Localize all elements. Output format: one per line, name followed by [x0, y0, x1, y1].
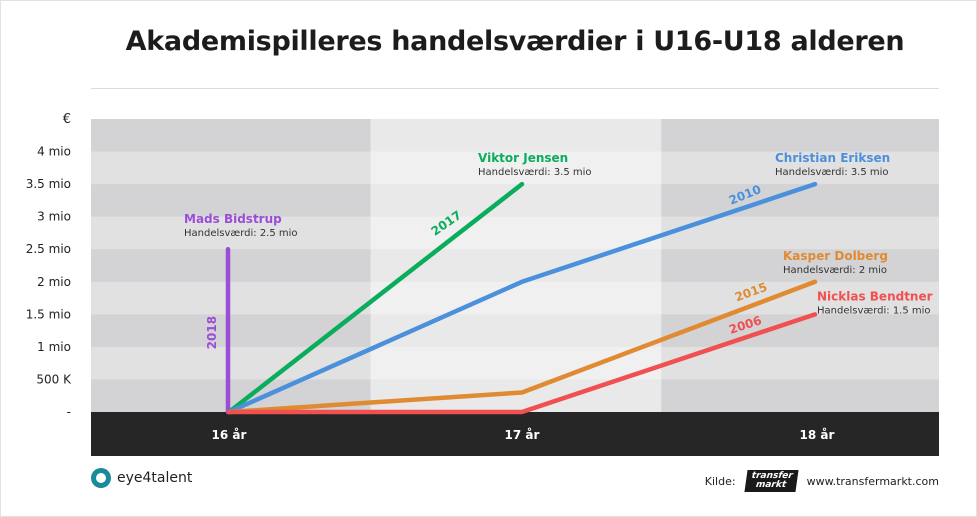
- source-label: Kilde:: [704, 474, 736, 488]
- series-name-label: Christian Eriksen: [775, 151, 890, 165]
- series-name-label: Nicklas Bendtner: [817, 289, 933, 303]
- series-line-kasper-dolberg: [226, 279, 818, 415]
- series-line-viktor-jensen: [226, 181, 525, 415]
- y-tick-label: 4 mio: [37, 145, 71, 159]
- y-tick-label: 1 mio: [37, 340, 71, 354]
- series-name-label: Mads Bidstrup: [184, 212, 282, 226]
- brand-logo: eye4talent: [91, 468, 192, 488]
- x-tick-label: 17 år: [505, 428, 540, 442]
- x-axis-bar: [91, 412, 939, 456]
- series-value-label: Handelsværdi: 1.5 mio: [817, 305, 931, 316]
- y-tick-label: -: [67, 405, 71, 419]
- eye-icon: [91, 468, 111, 488]
- transfermarkt-logo-bottom: markt: [754, 480, 787, 490]
- series-line-nicklas-bendtner: [226, 312, 818, 415]
- y-axis-unit: €: [63, 112, 71, 127]
- y-tick-label: 2 mio: [37, 275, 71, 289]
- series-year-label: 2018: [205, 316, 219, 349]
- x-tick-label: 18 år: [800, 428, 835, 442]
- title-divider: [91, 88, 939, 89]
- y-tick-label: 1.5 mio: [26, 307, 71, 321]
- series-line-christian-eriksen: [226, 181, 818, 415]
- y-tick-label: 3.5 mio: [26, 177, 71, 191]
- series-value-label: Handelsværdi: 2.5 mio: [184, 228, 298, 239]
- series-value-label: Handelsværdi: 2 mio: [783, 265, 887, 276]
- transfermarkt-logo: transfer markt: [744, 470, 799, 492]
- chart-title: Akademispilleres handelsværdier i U16-U1…: [125, 26, 905, 57]
- grid-stripe: [91, 346, 939, 380]
- grid-stripe: [91, 216, 939, 250]
- y-tick-label: 3 mio: [37, 210, 71, 224]
- source-url: www.transfermarkt.com: [806, 474, 939, 488]
- series-value-label: Handelsværdi: 3.5 mio: [478, 167, 592, 178]
- x-tick-label: 16 år: [212, 428, 247, 442]
- series-name-label: Viktor Jensen: [478, 151, 568, 165]
- band-16: [91, 119, 371, 412]
- y-tick-label: 2.5 mio: [26, 242, 71, 256]
- y-tick-label: 500 K: [36, 372, 72, 386]
- series-name-label: Kasper Dolberg: [783, 249, 888, 263]
- grid-stripe: [91, 151, 939, 185]
- band-18: [661, 119, 939, 412]
- brand-name: eye4talent: [117, 470, 193, 486]
- source-credit: Kilde: transfer markt www.transfermarkt.…: [705, 470, 939, 492]
- series-value-label: Handelsværdi: 3.5 mio: [775, 167, 889, 178]
